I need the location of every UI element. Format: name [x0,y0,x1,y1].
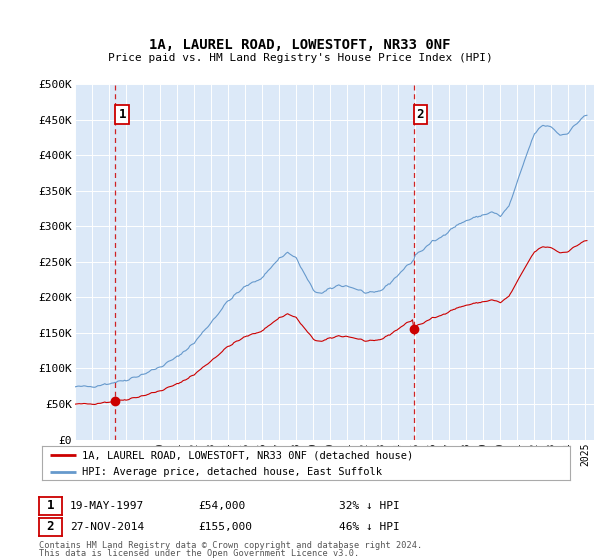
Text: 1: 1 [118,108,126,121]
Text: 1A, LAUREL ROAD, LOWESTOFT, NR33 0NF: 1A, LAUREL ROAD, LOWESTOFT, NR33 0NF [149,38,451,52]
Text: Contains HM Land Registry data © Crown copyright and database right 2024.: Contains HM Land Registry data © Crown c… [39,541,422,550]
Text: 1: 1 [47,499,54,512]
Text: Price paid vs. HM Land Registry's House Price Index (HPI): Price paid vs. HM Land Registry's House … [107,53,493,63]
Text: 1A, LAUREL ROAD, LOWESTOFT, NR33 0NF (detached house): 1A, LAUREL ROAD, LOWESTOFT, NR33 0NF (de… [82,450,413,460]
Text: 46% ↓ HPI: 46% ↓ HPI [339,522,400,532]
Text: 27-NOV-2014: 27-NOV-2014 [70,522,145,532]
Text: HPI: Average price, detached house, East Suffolk: HPI: Average price, detached house, East… [82,467,382,477]
Text: £54,000: £54,000 [198,501,245,511]
Text: 32% ↓ HPI: 32% ↓ HPI [339,501,400,511]
Text: 19-MAY-1997: 19-MAY-1997 [70,501,145,511]
Text: 2: 2 [47,520,54,534]
Text: 2: 2 [416,108,424,121]
Text: £155,000: £155,000 [198,522,252,532]
Text: This data is licensed under the Open Government Licence v3.0.: This data is licensed under the Open Gov… [39,549,359,558]
